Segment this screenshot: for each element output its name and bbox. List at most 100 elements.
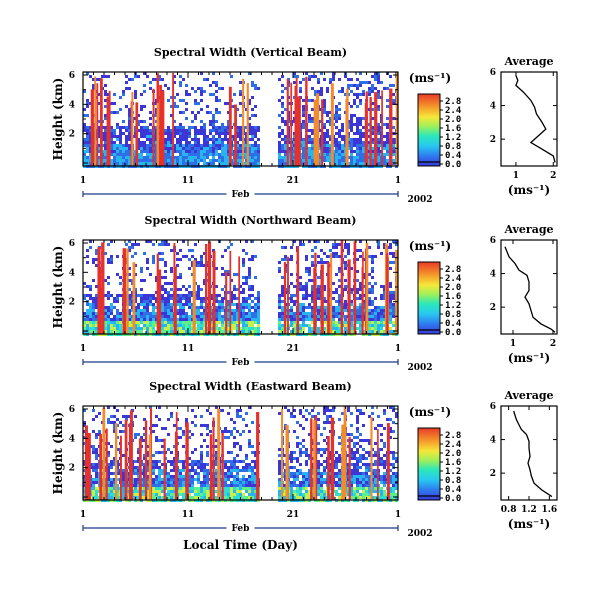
month-label-bg: [226, 188, 255, 199]
colorbar-unit: (ms⁻¹): [409, 405, 451, 419]
y-ticks: [83, 242, 398, 332]
colorbar: [417, 93, 441, 167]
average-x-tick-label: 1: [510, 339, 516, 349]
y-tick-label: 2: [69, 298, 75, 308]
year-label: 2002: [407, 363, 432, 373]
y-tick-label: 2: [69, 130, 75, 140]
colorbar-tick-label: 0.8: [445, 310, 461, 320]
colorbar-tick-label: 2.4: [445, 274, 462, 284]
average-y-tick-label: 6: [490, 236, 496, 246]
colorbar-tick-label: 0.4: [445, 151, 462, 161]
heatmap-streaks: [90, 72, 398, 166]
colorbar: [417, 427, 441, 501]
year-label: 2002: [407, 195, 432, 205]
colorbar-tick-label: 1.2: [445, 301, 461, 311]
chart-panel-2: Spectral Width (Northward Beam) 6 4 2 Height…: [51, 214, 558, 373]
average-title: Average: [503, 389, 553, 402]
colorbar-tick-label: 2.8: [445, 265, 461, 275]
y-tick-label: 4: [69, 268, 75, 278]
average-y-tick-label: 4: [490, 436, 496, 446]
average-profile-line: [504, 246, 556, 333]
average-y-tick-label: 4: [490, 270, 496, 280]
y-tick-label: 2: [69, 464, 75, 474]
y-axis-label: Height (km): [51, 412, 65, 495]
month-label: Feb: [232, 524, 250, 534]
average-x-label: (ms⁻¹): [508, 517, 550, 531]
average-panel: Average 6 4 2 0.8 1.2 1.6 (ms⁻¹): [490, 389, 558, 531]
chart-panel-3: Spectral Width (Eastward Beam) 6 4 2 Height …: [51, 380, 558, 552]
average-x-tick-label: 0.8: [501, 505, 517, 515]
average-x-label: (ms⁻¹): [508, 183, 550, 197]
month-label: Feb: [232, 190, 250, 200]
y-tick-label: 4: [69, 434, 75, 444]
x-ticks: [82, 406, 399, 500]
colorbar-tick-label: 1.2: [445, 467, 461, 477]
x-tick-label: 21: [287, 510, 300, 520]
heatmap-streaks: [97, 240, 398, 334]
x-tick-label: 11: [182, 510, 195, 520]
x-tick-label: 1: [395, 510, 401, 520]
x-tick-label: 1: [80, 176, 86, 186]
month-label-bg: [226, 356, 255, 367]
colorbar-tick-label: 0.0: [445, 160, 461, 170]
average-y-tick-label: 2: [490, 469, 496, 479]
colorbar-tick-label: 2.8: [445, 97, 461, 107]
x-tick-label: 21: [287, 176, 300, 186]
colorbar-tick-label: 1.2: [445, 133, 461, 143]
y-tick-label: 4: [69, 100, 75, 110]
y-axis-label: Height (km): [51, 246, 65, 329]
average-x-tick-label: 2: [550, 339, 556, 349]
colorbar-tick-label: 2.4: [445, 106, 462, 116]
colorbar-tick-label: 2.0: [445, 449, 461, 459]
heatmap-cells: [83, 240, 398, 336]
heatmap-streaks: [84, 406, 390, 500]
month-label: Feb: [232, 358, 250, 368]
average-profile-line: [515, 75, 556, 163]
average-y-tick-label: 2: [490, 135, 496, 145]
x-tick-label: 1: [80, 510, 86, 520]
average-y-tick-label: 4: [490, 102, 496, 112]
average-y-tick-label: 6: [490, 68, 496, 78]
average-frame: [500, 239, 558, 335]
chart-panel-1: Spectral Width (Vertical Beam) 6 4 2 Height …: [51, 46, 558, 205]
average-frame: [500, 71, 558, 167]
chart-title: Spectral Width (Northward Beam): [145, 214, 357, 227]
x-tick-label: 11: [182, 176, 195, 186]
y-tick-label: 6: [69, 71, 75, 81]
y-tick-label: 6: [69, 405, 75, 415]
colorbar-unit: (ms⁻¹): [409, 71, 451, 85]
average-x-label: (ms⁻¹): [508, 351, 550, 365]
colorbar: [417, 261, 441, 335]
colorbar-tick-label: 0.0: [445, 328, 461, 338]
year-label: 2002: [407, 529, 432, 539]
colorbar-tick-label: 0.8: [445, 476, 461, 486]
colorbar-tick-label: 0.4: [445, 485, 462, 495]
colorbar-tick-label: 0.8: [445, 142, 461, 152]
chart-title: Spectral Width (Eastward Beam): [149, 380, 351, 393]
heatmap-cells: [83, 72, 398, 168]
average-title: Average: [503, 55, 553, 68]
average-x-tick-label: 1.2: [521, 505, 537, 515]
x-tick-label: 1: [395, 344, 401, 354]
x-ticks: [82, 72, 399, 166]
x-tick-label: 1: [395, 176, 401, 186]
month-label-bg: [226, 522, 255, 533]
y-ticks: [83, 74, 398, 164]
average-x-tick-label: 2: [550, 171, 556, 181]
colorbar-tick-label: 0.0: [445, 494, 461, 504]
colorbar-unit: (ms⁻¹): [409, 239, 451, 253]
average-profile-line: [513, 410, 553, 498]
colorbar-tick-label: 2.0: [445, 115, 461, 125]
average-x-tick-label: 1: [513, 171, 519, 181]
colorbar-tick-label: 2.4: [445, 440, 462, 450]
colorbar-tick-label: 0.4: [445, 319, 462, 329]
average-y-tick-label: 6: [490, 402, 496, 412]
x-tick-label: 11: [182, 344, 195, 354]
average-y-tick-label: 2: [490, 303, 496, 313]
colorbar-tick-label: 1.6: [445, 458, 461, 468]
colorbar-tick-label: 2.0: [445, 283, 461, 293]
x-tick-label: 21: [287, 344, 300, 354]
colorbar-tick-label: 1.6: [445, 292, 461, 302]
